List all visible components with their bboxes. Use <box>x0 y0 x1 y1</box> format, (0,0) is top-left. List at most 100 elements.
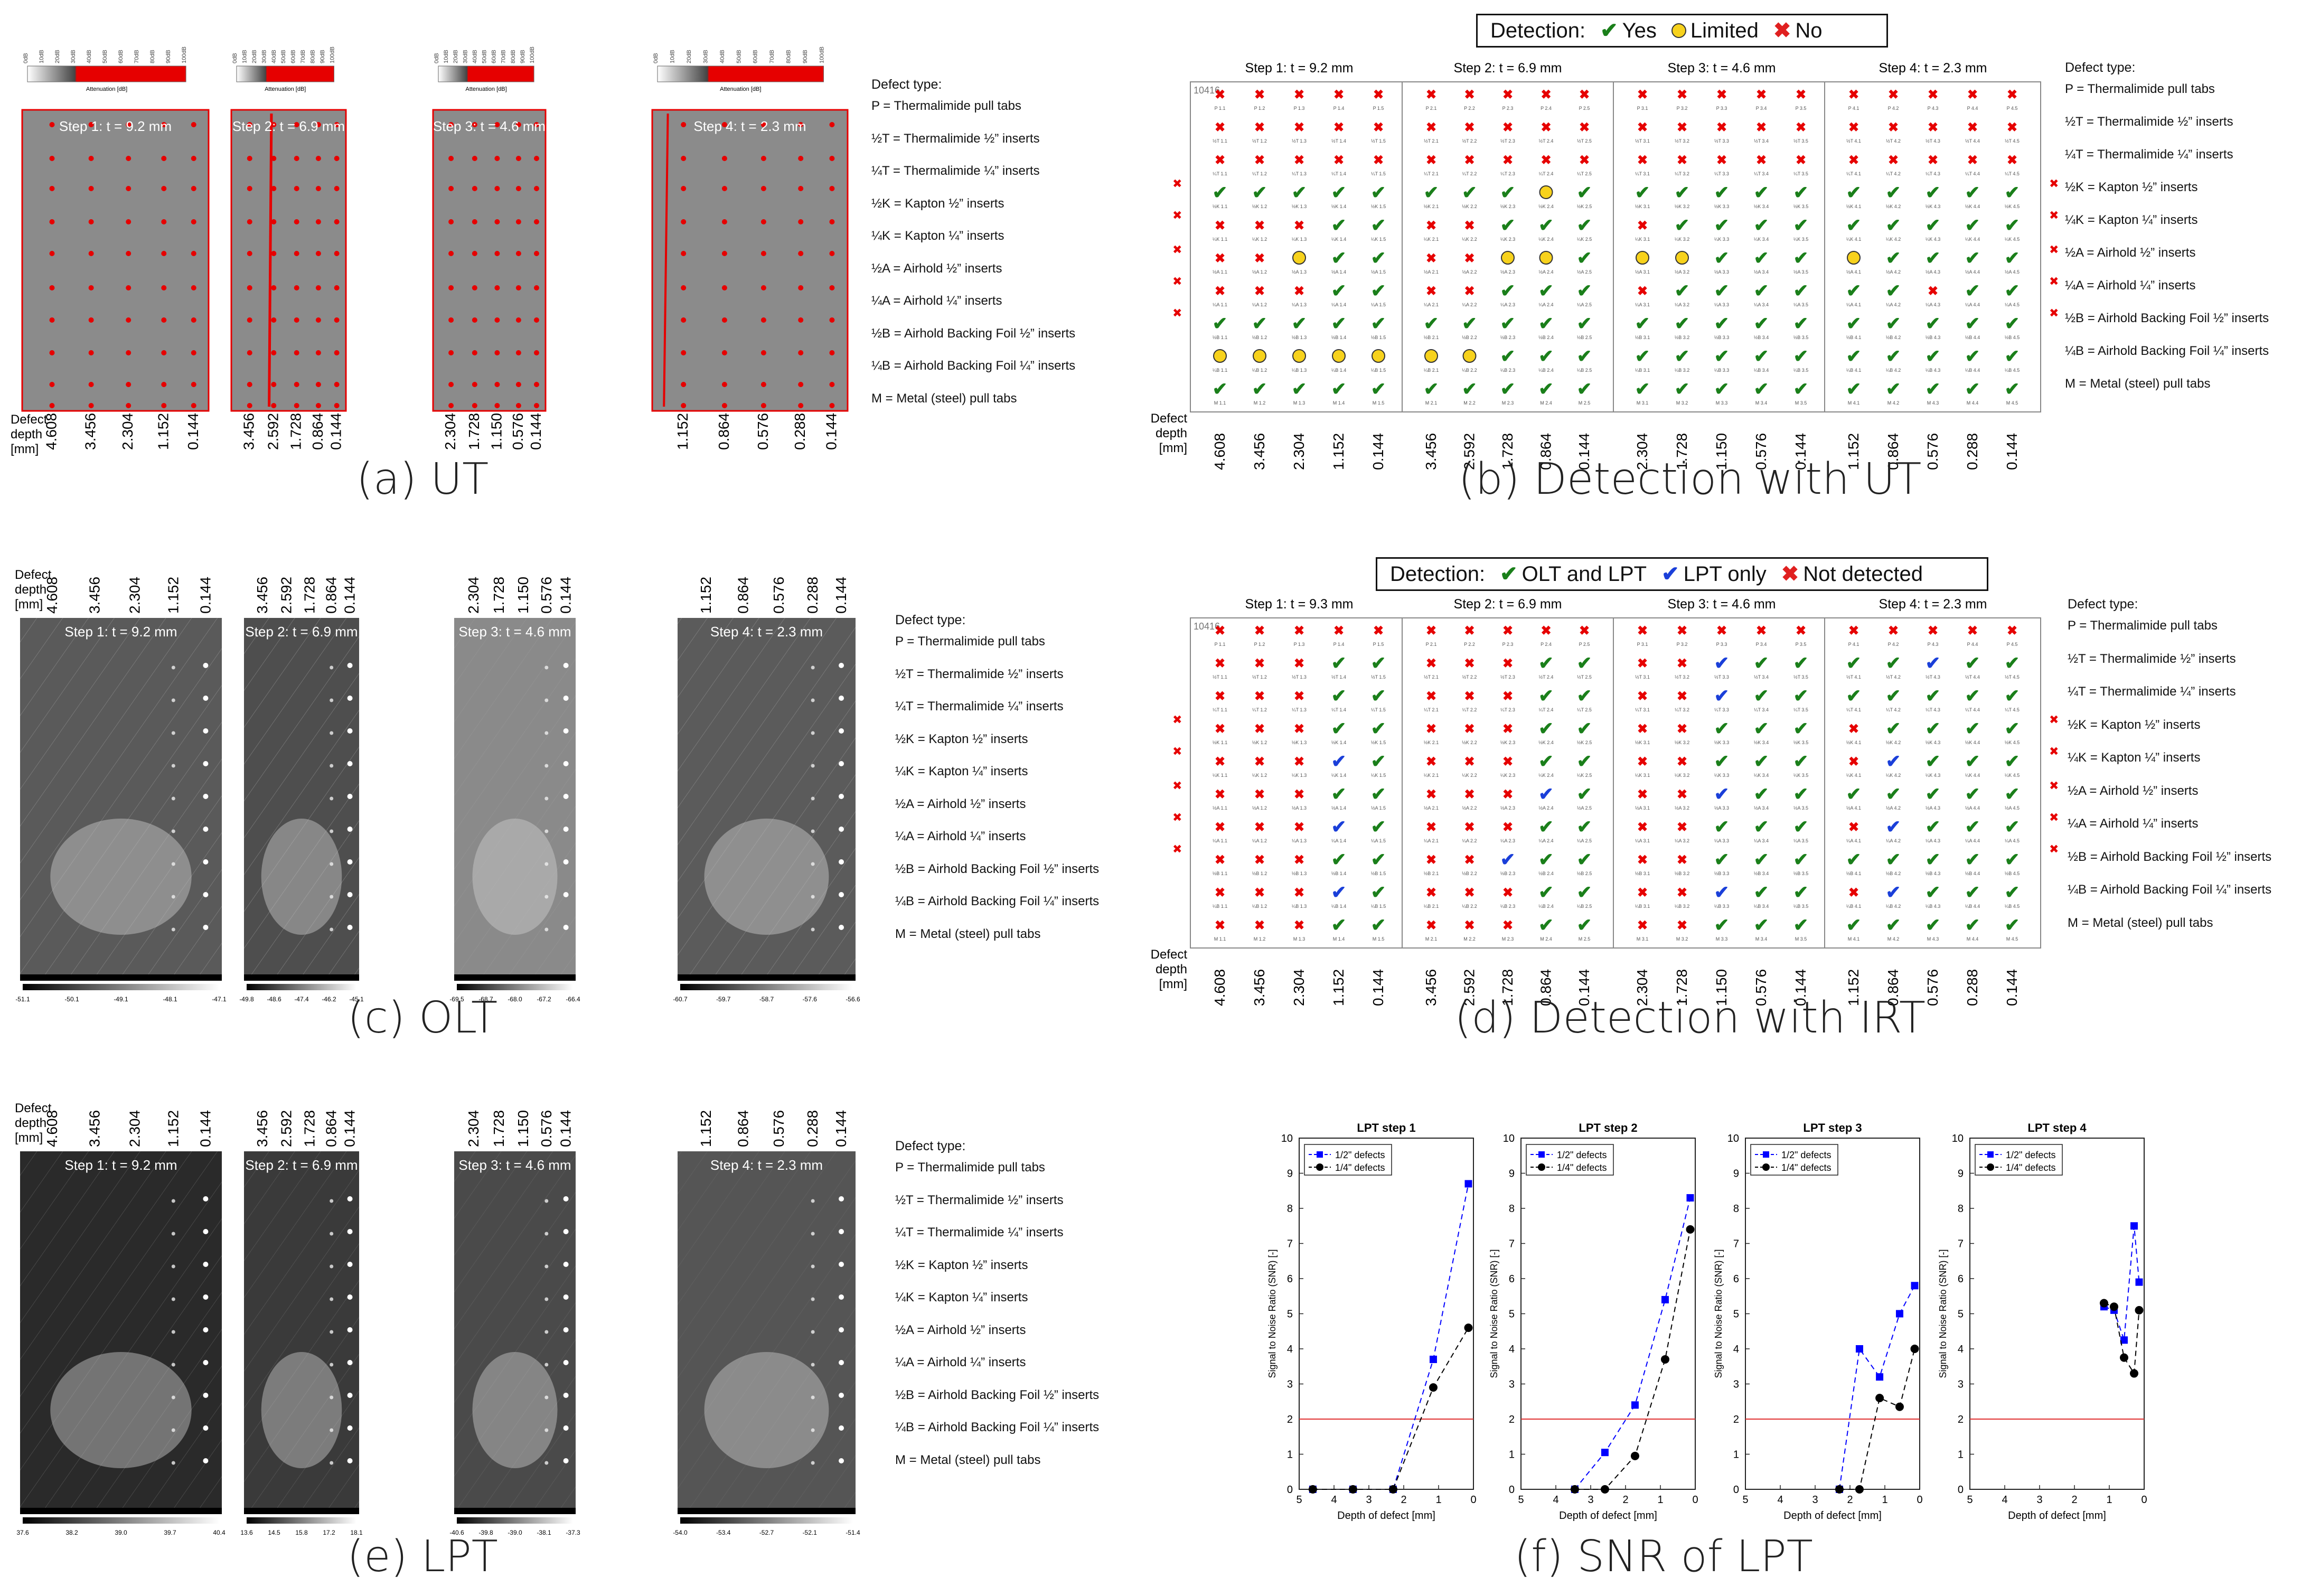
ut-defect-mark <box>334 251 340 256</box>
det-yes-icon: ✔ <box>1926 379 1941 399</box>
det-cell-id: ½B 1.3 <box>1292 871 1307 876</box>
snr-ytick: 10 <box>1727 1133 1739 1144</box>
det-cell-id: M 4.1 <box>1848 400 1860 406</box>
phase-defect-mark <box>839 1458 844 1463</box>
ut-defect-mark <box>472 251 477 256</box>
ut-defect-mark <box>247 350 252 355</box>
det-no-icon: ✖ <box>1756 624 1767 638</box>
det-side-tab-icon: ✖ <box>1172 713 1182 726</box>
ut-defect-mark <box>760 156 766 161</box>
det-lpt-only-icon: ✔ <box>1886 817 1901 837</box>
attenuation-tick: 100dB <box>819 46 825 63</box>
snr-ytick: 6 <box>1733 1273 1739 1285</box>
ut-defect-mark <box>161 156 167 161</box>
det-yes-icon: ✔ <box>2005 752 2020 772</box>
det-cell-id: ¼T 2.2 <box>1462 707 1477 712</box>
phase-defect-mark <box>203 1294 209 1300</box>
det-no-icon: ✖ <box>1888 120 1899 135</box>
det-side-tab-icon: ✖ <box>1172 209 1182 222</box>
det-cell-id: ½B 1.2 <box>1252 335 1267 340</box>
det-yes-icon: ✔ <box>1965 183 1980 203</box>
phase-defect-mark <box>544 895 549 899</box>
ut-depth-tick: 3.456 <box>241 413 257 450</box>
det-yes-icon: ✔ <box>1538 346 1554 367</box>
ut-defect-mark <box>515 350 521 355</box>
det-cell-id: M 1.5 <box>1373 400 1385 406</box>
phase-defect-mark <box>330 796 334 801</box>
phase-depth-tick: 2.592 <box>278 1110 295 1147</box>
ut-defect-mark <box>88 382 94 387</box>
snr-ytick: 0 <box>1287 1484 1293 1496</box>
det-cell-id: ¼T 2.2 <box>1462 171 1477 176</box>
phase-defect-mark <box>347 1229 353 1234</box>
snr-ytick: 0 <box>1958 1484 1964 1496</box>
det-cell-id: ¼K 2.1 <box>1424 237 1439 242</box>
det-yes-icon: ✔ <box>1675 215 1690 236</box>
det-cell-id: ¼B 1.5 <box>1371 904 1386 909</box>
det-cell-id: ¼K 1.2 <box>1252 773 1267 778</box>
ut-defect-mark <box>515 251 521 256</box>
det-limited-icon <box>1424 349 1438 363</box>
snr-ytick: 1 <box>1958 1449 1964 1461</box>
det-cell-id: ½T 3.3 <box>1714 138 1729 144</box>
phase-tick: 13.6 <box>240 1529 253 1536</box>
ut-depth-tick: 0.288 <box>792 413 808 450</box>
phase-defect-mark <box>563 859 569 865</box>
det-cell-id: ½T 3.5 <box>1793 674 1808 680</box>
det-no-icon: ✖ <box>1637 120 1648 135</box>
phase-image-texture <box>20 618 222 980</box>
ut-defect-mark <box>49 382 55 387</box>
attenuation-tick: 70dB <box>300 50 306 63</box>
ut-defect-mark <box>126 285 132 290</box>
attenuation-tick: 10dB <box>443 50 449 63</box>
det-cell-id: ½K 4.2 <box>1886 740 1901 745</box>
phase-defect-mark <box>347 1360 353 1365</box>
det-no-icon: ✖ <box>1888 153 1899 167</box>
det-cell-id: ½A 3.4 <box>1754 269 1769 275</box>
phase-bright-region <box>472 1352 558 1468</box>
attenuation-tick: 20dB <box>453 50 459 63</box>
ut-depth-tick: 1.152 <box>155 413 171 450</box>
det-cell-id: ½T 1.5 <box>1371 674 1386 680</box>
phase-defect-mark <box>347 794 353 799</box>
det-no-icon: ✖ <box>1215 284 1225 298</box>
det-no-icon: ✖ <box>1333 120 1344 135</box>
ut-defect-mark <box>294 156 299 161</box>
det-no-icon: ✖ <box>1333 624 1344 638</box>
ut-defect-mark <box>533 219 539 224</box>
ut-defect-mark <box>829 382 835 387</box>
ut-defect-mark <box>191 317 196 323</box>
ut-defect-mark <box>247 382 252 387</box>
ut-defect-mark <box>798 403 804 408</box>
snr-legend-marker <box>1987 1163 1994 1171</box>
det-yes-icon: ✔ <box>2005 883 2020 903</box>
snr-ytick: 10 <box>1281 1133 1293 1144</box>
det-no-icon: ✖ <box>1967 624 1978 638</box>
det-no-icon: ✖ <box>1888 624 1899 638</box>
ut-defect-mark <box>191 251 196 256</box>
snr-point <box>1429 1355 1437 1363</box>
phase-defect-mark <box>203 925 209 930</box>
det-cell-id: ½A 3.2 <box>1675 805 1689 811</box>
det-cell-id: ½B 4.5 <box>2005 871 2020 876</box>
det-no-icon: ✖ <box>1373 120 1384 135</box>
attenuation-tick: 60dB <box>753 50 759 63</box>
det-no-icon: ✖ <box>1464 153 1474 167</box>
det-cell-id: ¼B 3.3 <box>1714 904 1730 909</box>
det-cell-id: ½B 1.1 <box>1213 335 1228 340</box>
det-cell-id: M 2.1 <box>1425 936 1438 942</box>
det-cell-id: ½B 3.4 <box>1754 335 1769 340</box>
det-cell-id: M 3.1 <box>1637 400 1649 406</box>
snr-series-line <box>1839 1348 1915 1490</box>
det-yes-icon: ✔ <box>1926 346 1941 367</box>
det-yes-icon: ✔ <box>1965 215 1980 236</box>
det-cell-id: ½K 2.1 <box>1424 740 1439 745</box>
attenuation-label: Attenuation [dB] <box>265 86 306 92</box>
phase-tick: -47.1 <box>212 996 227 1003</box>
phase-defect-mark <box>203 1425 209 1431</box>
det-cell-id: ¼A 2.1 <box>1424 838 1439 843</box>
defect-type-item: ¼K = Kapton ¼” inserts <box>895 1290 1028 1304</box>
ut-defect-mark <box>721 403 727 408</box>
ut-depth-tick: 2.304 <box>442 413 458 450</box>
det-yes-icon: ✔ <box>1331 281 1347 301</box>
